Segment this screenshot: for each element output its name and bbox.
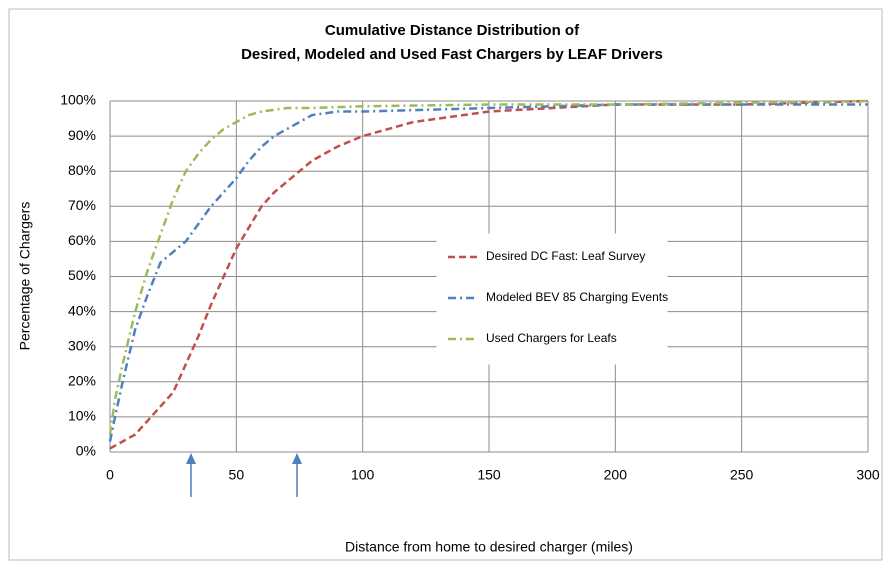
arrow-head [292,453,302,464]
annotation-arrows [186,453,302,497]
y-tick-label: 100% [60,92,96,108]
series-line [108,99,869,435]
x-tick-label: 50 [229,467,245,483]
frame [8,8,883,561]
y-tick-label: 10% [68,408,96,424]
y-tick-label: 40% [68,302,96,318]
x-tick-label: 100 [351,467,375,483]
x-tick-label: 150 [477,467,501,483]
legend-box [436,233,668,365]
x-tick-label: 200 [604,467,628,483]
x-tick-label: 250 [730,467,754,483]
chart-title: Cumulative Distance Distribution of [325,22,580,39]
chart-title: Desired, Modeled and Used Fast Chargers … [241,46,663,63]
y-tick-label: 0% [76,443,96,459]
legend: Desired DC Fast: Leaf Survey Modeled BEV … [436,233,668,365]
legend-label: Desired DC Fast: Leaf Survey [486,249,645,263]
arrow-head [186,453,196,464]
y-tick-label: 90% [68,127,96,143]
x-axis-label: Distance from home to desired charger (m… [345,539,633,555]
y-tick-label: 30% [68,337,96,353]
legend-label: Used Chargers for Leafs [486,331,617,345]
legend-label: Modeled BEV 85 Charging Events [486,290,668,304]
y-tick-label: 80% [68,162,96,178]
series-line [109,99,869,450]
y-tick-label: 20% [68,373,96,389]
y-axis-label: Percentage of Chargers [17,202,33,351]
y-tick-label: 50% [68,267,96,283]
y-tick-label: 70% [68,197,96,213]
y-tick-label: 60% [68,232,96,248]
series-line [108,103,868,442]
x-tick-label: 0 [106,467,114,483]
x-tick-label: 300 [856,467,880,483]
